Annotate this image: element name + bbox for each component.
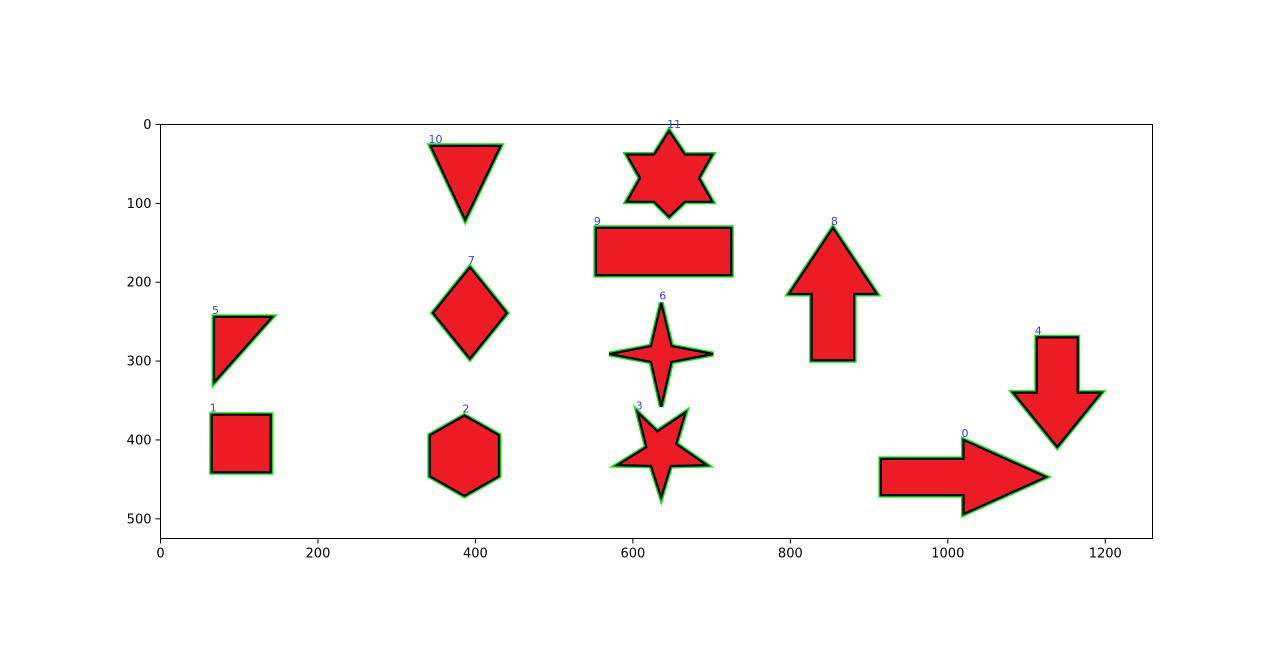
- shape-arrow-right: [878, 436, 1053, 518]
- y-tick-label: 200: [127, 276, 152, 291]
- shape-label: 4: [1035, 324, 1042, 337]
- shape-body: [431, 265, 509, 361]
- labels-layer: 0 1 2 3 4 5 6 7 8 9 10 11: [210, 118, 1042, 440]
- shape-label: 9: [594, 215, 601, 228]
- y-axis: 0 100 200 300 400 500: [127, 118, 161, 527]
- shape-body: [212, 315, 275, 386]
- shape-label: 7: [468, 254, 475, 267]
- shape-square: [209, 412, 274, 475]
- shape-label: 5: [212, 304, 219, 317]
- x-tick-label: 1200: [1089, 547, 1122, 562]
- shape-right-triangle: [211, 314, 278, 389]
- shape-five-point-star: [608, 404, 715, 506]
- x-tick-label: 200: [306, 547, 331, 562]
- shape-body: [428, 144, 503, 223]
- shapes-layer: [209, 126, 1107, 518]
- shape-label: 1: [210, 402, 217, 415]
- shape-inverted-triangle: [426, 143, 505, 226]
- shape-label: 11: [667, 118, 681, 131]
- shape-body: [786, 225, 879, 362]
- x-tick-label: 0: [156, 547, 164, 562]
- shape-label: 8: [831, 215, 838, 228]
- shape-four-point-star: [608, 302, 714, 408]
- shape-label: 10: [429, 133, 443, 146]
- shape-arrow-up: [784, 223, 882, 363]
- plot-area: 0 1 2 3 4 5 6 7 8 9 10 11: [160, 118, 1153, 539]
- shape-label: 0: [962, 427, 969, 440]
- shape-body: [609, 302, 714, 408]
- y-tick-label: 400: [127, 433, 152, 448]
- shape-body: [428, 414, 501, 498]
- shape-hexagon: [427, 412, 502, 499]
- y-tick-label: 100: [127, 197, 152, 212]
- x-tick-label: 1000: [931, 547, 964, 562]
- y-tick-label: 0: [143, 118, 151, 133]
- shape-label: 3: [636, 399, 643, 412]
- shape-rectangle: [593, 225, 734, 278]
- shape-body: [879, 438, 1049, 516]
- shape-body: [594, 226, 733, 277]
- shape-arrow-down: [1007, 334, 1107, 451]
- x-tick-label: 400: [463, 547, 488, 562]
- y-tick-label: 300: [127, 355, 152, 370]
- shape-body: [1010, 336, 1104, 449]
- y-tick-label: 500: [127, 512, 152, 527]
- shape-diamond: [429, 263, 511, 363]
- shape-label: 2: [462, 403, 469, 416]
- shape-body: [210, 413, 272, 474]
- shape-label: 6: [659, 290, 666, 303]
- shape-body: [624, 128, 715, 219]
- shape-six-point-star: [622, 126, 717, 221]
- x-axis: 0 200 400 600 800 1000 1200: [156, 538, 1122, 562]
- x-tick-label: 600: [620, 547, 645, 562]
- shape-body: [613, 408, 711, 502]
- x-tick-label: 800: [778, 547, 803, 562]
